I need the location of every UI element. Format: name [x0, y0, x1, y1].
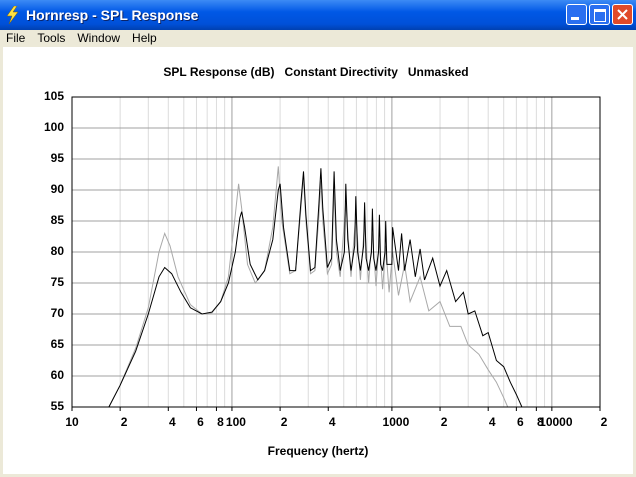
menu-item[interactable]: Tools — [37, 31, 66, 45]
x-tick-label: 4 — [489, 415, 496, 429]
plot-frame — [71, 96, 601, 408]
y-tick-label: 55 — [51, 399, 65, 413]
x-tick-label: 2 — [441, 415, 448, 429]
spl-line — [108, 168, 523, 407]
chart: SPL Response (dB) Constant Directivity U… — [3, 47, 633, 474]
x-tick-label: 4 — [169, 415, 176, 429]
menu-item[interactable]: Help — [132, 31, 157, 45]
y-tick-label: 95 — [51, 151, 65, 165]
x-tick-label: 100 — [226, 415, 246, 429]
maximize-button[interactable] — [589, 4, 610, 25]
y-tick-label: 65 — [51, 337, 65, 351]
menu-item[interactable]: File — [6, 31, 26, 45]
x-axis-label: Frequency (hertz) — [268, 444, 369, 458]
x-tick-label: 2 — [281, 415, 288, 429]
x-tick-label: 8 — [537, 415, 544, 429]
y-tick-label: 90 — [51, 182, 65, 196]
x-tick-label: 8 — [217, 415, 224, 429]
x-tick-label: 2 — [121, 415, 128, 429]
minimize-button[interactable] — [566, 4, 587, 25]
x-tick-label: 6 — [517, 415, 524, 429]
y-tick-label: 80 — [51, 244, 65, 258]
y-tick-label: 105 — [44, 89, 64, 103]
x-tick-label: 4 — [329, 415, 336, 429]
y-tick-label: 60 — [51, 368, 65, 382]
close-button[interactable] — [612, 4, 633, 25]
menu-item[interactable]: Window — [77, 31, 121, 45]
x-tick-label: 1000 — [383, 415, 410, 429]
app-icon — [6, 6, 19, 24]
x-tick-label: 2 — [601, 415, 608, 429]
y-tick-label: 100 — [44, 120, 64, 134]
x-tick-label: 6 — [197, 415, 204, 429]
y-tick-label: 75 — [51, 275, 65, 289]
title-bar: Hornresp - SPL Response — [0, 0, 636, 30]
chart-title: SPL Response (dB) Constant Directivity U… — [163, 65, 468, 79]
close-icon — [617, 9, 628, 20]
menu-bar: File Tools Window Help — [0, 30, 163, 46]
x-tick-label: 10000 — [539, 415, 573, 429]
y-tick-label: 70 — [51, 306, 65, 320]
x-tick-label: 10 — [65, 415, 79, 429]
window-title: Hornresp - SPL Response — [26, 7, 199, 23]
y-tick-label: 85 — [51, 213, 65, 227]
